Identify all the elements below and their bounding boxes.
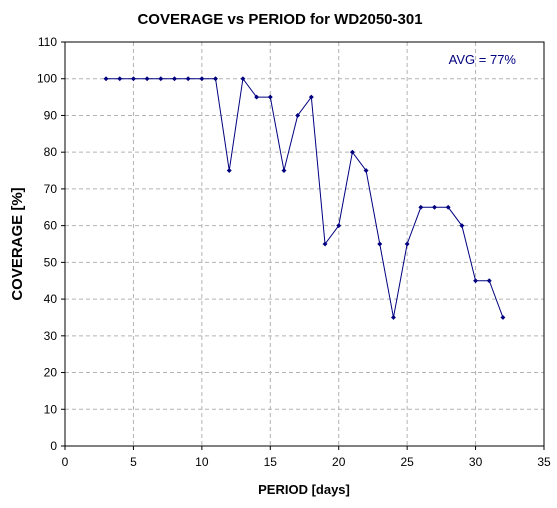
data-point [336,223,342,229]
data-point [130,76,136,82]
data-point [171,76,178,82]
x-tick-label: 30 [469,455,483,469]
data-point [226,167,232,174]
y-tick-label: 100 [37,72,57,86]
data-point [308,94,314,100]
y-tick-label: 110 [38,35,57,49]
data-point [473,278,479,284]
y-tick-label: 30 [44,329,58,343]
x-axis-title: PERIOD [days] [258,482,350,497]
y-tick-label: 0 [50,439,57,453]
y-tick-label: 50 [44,255,58,269]
avg-annotation: AVG = 77% [449,52,517,67]
x-tick-label: 10 [195,455,209,469]
y-axis-title: COVERAGE [%] [9,187,26,300]
data-point [212,76,219,82]
data-point [199,76,205,82]
data-point [158,76,164,82]
y-tick-label: 80 [44,145,58,159]
chart-title: COVERAGE vs PERIOD for WD2050-301 [137,11,422,28]
x-tick-label: 15 [264,455,278,469]
y-tick-label: 20 [44,366,58,380]
x-tick-label: 25 [400,455,414,469]
data-point [445,204,451,210]
data-point [267,94,273,100]
series-line [106,77,504,318]
data-point [254,94,260,100]
x-tick-labels: 0 5 10 15 20 25 30 35 [62,455,551,469]
data-point [322,241,328,247]
data-point [377,241,383,247]
axis-ticks [61,41,545,450]
grid-lines [65,42,544,446]
data-point [500,314,506,321]
data-point [431,204,438,210]
data-point [281,167,287,174]
data-point [185,76,191,82]
y-tick-label: 60 [44,219,58,233]
y-tick-label: 90 [44,108,58,122]
x-tick-label: 0 [62,455,69,469]
data-point [295,112,301,119]
data-point [459,223,465,229]
data-point [349,149,355,155]
x-tick-label: 35 [537,455,551,469]
data-point [486,278,492,284]
x-tick-label: 5 [130,455,137,469]
data-point [363,167,369,174]
data-point [103,76,109,82]
data-point [418,204,424,210]
data-point [117,76,123,82]
data-point [240,76,246,82]
y-tick-label: 40 [44,292,58,306]
data-point [390,314,397,321]
y-tick-labels: 0 10 20 30 40 50 60 70 80 90 100 110 [37,35,57,453]
x-tick-label: 20 [332,455,346,469]
data-point [404,241,410,247]
plot-area [64,41,545,447]
data-point [144,76,150,82]
series-group [103,76,506,321]
y-tick-label: 70 [44,182,58,196]
y-tick-label: 10 [44,402,58,416]
